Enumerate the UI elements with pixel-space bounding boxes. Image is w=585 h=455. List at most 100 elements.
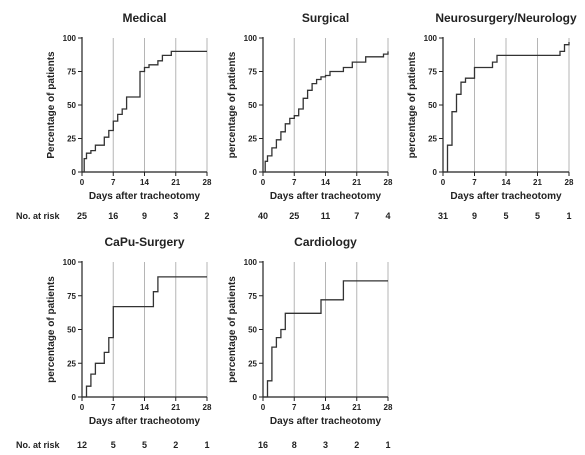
x-tick-label: 21 bbox=[533, 178, 542, 187]
y-tick-label: 75 bbox=[428, 68, 437, 77]
risk-value: 40 bbox=[258, 211, 268, 221]
x-tick-label: 28 bbox=[565, 178, 574, 187]
risk-value: 5 bbox=[142, 440, 147, 450]
y-tick-label: 75 bbox=[67, 292, 76, 301]
chart-title: Surgical bbox=[302, 11, 349, 25]
x-tick-label: 7 bbox=[292, 178, 297, 187]
risk-value: 2 bbox=[204, 211, 209, 221]
y-axis-title: percentage of patients bbox=[227, 276, 238, 383]
x-tick-label: 21 bbox=[352, 178, 361, 187]
x-tick-label: 7 bbox=[111, 178, 116, 187]
chart-panel: Neurosurgery/Neurology 0 25 50 75 100 0 7 14 21 28… bbox=[407, 11, 577, 221]
y-tick-label: 50 bbox=[67, 101, 76, 110]
y-axis-title: Percentage of patients bbox=[46, 51, 57, 159]
y-tick-label: 100 bbox=[244, 258, 258, 267]
risk-value: 5 bbox=[503, 211, 508, 221]
x-tick-label: 14 bbox=[140, 403, 149, 412]
y-axis-title: percentage of patients bbox=[227, 51, 238, 158]
x-tick-label: 28 bbox=[384, 403, 393, 412]
risk-value: 12 bbox=[77, 440, 87, 450]
y-axis-title: percentage of patients bbox=[46, 276, 57, 383]
risk-table-label: No. at risk bbox=[16, 211, 61, 221]
chart-title: Cardiology bbox=[294, 235, 357, 249]
risk-value: 16 bbox=[108, 211, 118, 221]
y-tick-label: 100 bbox=[63, 34, 77, 43]
y-tick-label: 25 bbox=[67, 135, 76, 144]
x-tick-label: 7 bbox=[472, 178, 477, 187]
x-tick-label: 28 bbox=[203, 178, 212, 187]
y-tick-label: 75 bbox=[248, 68, 257, 77]
risk-value: 9 bbox=[142, 211, 147, 221]
y-tick-label: 25 bbox=[428, 135, 437, 144]
risk-value: 11 bbox=[321, 211, 331, 221]
y-tick-label: 0 bbox=[253, 168, 258, 177]
x-tick-label: 21 bbox=[352, 403, 361, 412]
chart-title: Neurosurgery/Neurology bbox=[435, 11, 577, 25]
y-tick-label: 100 bbox=[244, 34, 258, 43]
risk-value: 9 bbox=[472, 211, 477, 221]
x-tick-label: 14 bbox=[321, 178, 330, 187]
risk-value: 3 bbox=[173, 211, 178, 221]
risk-value: 25 bbox=[289, 211, 299, 221]
y-tick-label: 50 bbox=[248, 326, 257, 335]
risk-value: 25 bbox=[77, 211, 87, 221]
series-step-line bbox=[82, 50, 207, 173]
x-tick-label: 21 bbox=[171, 403, 180, 412]
y-tick-label: 0 bbox=[253, 393, 258, 402]
y-tick-label: 25 bbox=[248, 359, 257, 368]
x-tick-label: 28 bbox=[384, 178, 393, 187]
y-tick-label: 0 bbox=[433, 168, 438, 177]
x-tick-label: 0 bbox=[261, 178, 266, 187]
series-step-line bbox=[443, 42, 570, 173]
risk-value: 5 bbox=[111, 440, 116, 450]
series-step-line bbox=[263, 280, 388, 398]
y-tick-label: 50 bbox=[248, 101, 257, 110]
x-axis-title: Days after tracheotomy bbox=[89, 416, 201, 427]
y-tick-label: 100 bbox=[63, 258, 77, 267]
x-axis-title: Days after tracheotomy bbox=[450, 191, 562, 202]
risk-value: 4 bbox=[385, 211, 390, 221]
risk-value: 2 bbox=[173, 440, 178, 450]
chart-title: CaPu-Surgery bbox=[104, 235, 184, 249]
x-tick-label: 14 bbox=[502, 178, 511, 187]
risk-value: 2 bbox=[354, 440, 359, 450]
y-axis-title: percentage of patients bbox=[407, 51, 418, 158]
x-axis-title: Days after tracheotomy bbox=[89, 191, 201, 202]
x-tick-label: 28 bbox=[203, 403, 212, 412]
risk-value: 5 bbox=[535, 211, 540, 221]
series-step-line bbox=[82, 276, 207, 398]
x-tick-label: 7 bbox=[111, 403, 116, 412]
x-axis-title: Days after tracheotomy bbox=[270, 191, 382, 202]
risk-value: 31 bbox=[438, 211, 448, 221]
risk-value: 7 bbox=[354, 211, 359, 221]
x-tick-label: 7 bbox=[292, 403, 297, 412]
x-tick-label: 14 bbox=[321, 403, 330, 412]
risk-value: 16 bbox=[258, 440, 268, 450]
series-step-line bbox=[263, 51, 389, 173]
y-tick-label: 100 bbox=[424, 34, 438, 43]
risk-value: 1 bbox=[385, 440, 390, 450]
y-tick-label: 25 bbox=[248, 135, 257, 144]
x-axis-title: Days after tracheotomy bbox=[270, 416, 382, 427]
risk-value: 8 bbox=[292, 440, 297, 450]
y-tick-label: 50 bbox=[428, 101, 437, 110]
risk-value: 1 bbox=[566, 211, 571, 221]
x-tick-label: 0 bbox=[261, 403, 266, 412]
x-tick-label: 0 bbox=[80, 178, 85, 187]
chart-title: Medical bbox=[122, 11, 166, 25]
risk-value: 3 bbox=[323, 440, 328, 450]
x-tick-label: 14 bbox=[140, 178, 149, 187]
x-tick-label: 0 bbox=[441, 178, 446, 187]
y-tick-label: 0 bbox=[72, 168, 77, 177]
y-tick-label: 25 bbox=[67, 359, 76, 368]
y-tick-label: 50 bbox=[67, 326, 76, 335]
risk-table-label: No. at risk bbox=[16, 440, 61, 450]
y-tick-label: 75 bbox=[67, 68, 76, 77]
x-tick-label: 0 bbox=[80, 403, 85, 412]
y-tick-label: 0 bbox=[72, 393, 77, 402]
risk-value: 1 bbox=[204, 440, 209, 450]
